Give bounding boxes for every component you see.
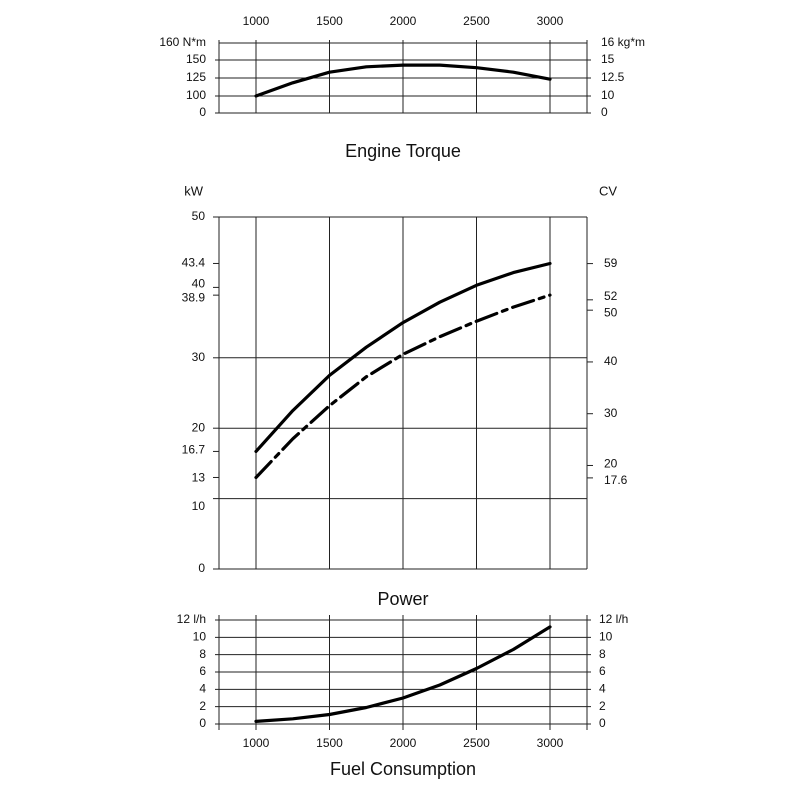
- torque-x-tick-label: 1500: [316, 14, 343, 28]
- power-left-tick-label: 50: [192, 209, 206, 223]
- fuel-left-tick-label: 2: [199, 699, 206, 713]
- torque-left-tick-label: 160 N*m: [159, 35, 206, 49]
- torque-right-tick-label: 10: [601, 88, 615, 102]
- power-left-tick-label: 13: [192, 471, 206, 485]
- power-left-tick-label: 10: [192, 499, 206, 513]
- fuel-right-tick-label: 2: [599, 699, 606, 713]
- torque-x-tick-label: 2500: [463, 14, 490, 28]
- power-right-tick-label: 20: [604, 457, 618, 471]
- power-left-tick-label: 16.7: [182, 443, 206, 457]
- power-left-tick-label: 43.4: [182, 256, 206, 270]
- power-left-unit-label: kW: [184, 183, 204, 198]
- torque-right-tick-label: 16 kg*m: [601, 35, 645, 49]
- fuel-right-tick-label: 10: [599, 630, 613, 644]
- fuel-series-line-0: [254, 625, 552, 724]
- torque-right-tick-label: 15: [601, 52, 615, 66]
- torque-chart-title: Engine Torque: [345, 141, 461, 161]
- torque-right-tick-label: 0: [601, 105, 608, 119]
- torque-x-tick-label: 3000: [537, 14, 564, 28]
- fuel-left-tick-label: 12 l/h: [177, 612, 206, 626]
- power-left-tick-label: 30: [192, 350, 206, 364]
- torque-left-tick-label: 125: [186, 70, 206, 84]
- fuel-left-tick-label: 0: [199, 716, 206, 730]
- power-right-unit-label: CV: [599, 183, 617, 198]
- fuel-left-tick-label: 8: [199, 647, 206, 661]
- power-right-tick-label: 40: [604, 354, 618, 368]
- fuel-x-tick-label: 2500: [463, 736, 490, 750]
- fuel-right-tick-label: 0: [599, 716, 606, 730]
- power-left-tick-label: 40: [192, 277, 206, 291]
- power-right-tick-label: 17.6: [604, 473, 628, 487]
- fuel-chart-title: Fuel Consumption: [330, 759, 476, 779]
- torque-left-tick-label: 150: [186, 52, 206, 66]
- fuel-x-tick-label: 1000: [243, 736, 270, 750]
- power-chart-title: Power: [377, 589, 428, 609]
- fuel-left-tick-label: 6: [199, 664, 206, 678]
- fuel-right-tick-label: 12 l/h: [599, 612, 628, 626]
- torque-series-line-0: [254, 63, 552, 98]
- torque-left-tick-label: 100: [186, 88, 206, 102]
- fuel-x-tick-label: 1500: [316, 736, 343, 750]
- power-series-line-0: [254, 261, 552, 453]
- power-right-tick-label: 30: [604, 406, 618, 420]
- fuel-x-tick-label: 2000: [390, 736, 417, 750]
- torque-x-tick-label: 1000: [243, 14, 270, 28]
- fuel-x-tick-label: 3000: [537, 736, 564, 750]
- power-right-tick-label: 52: [604, 289, 618, 303]
- power-left-tick-label: 0: [198, 561, 205, 575]
- fuel-left-tick-label: 10: [193, 630, 207, 644]
- torque-left-tick-label: 0: [199, 105, 206, 119]
- fuel-left-tick-label: 4: [199, 682, 206, 696]
- fuel-right-tick-label: 4: [599, 682, 606, 696]
- fuel-right-tick-label: 8: [599, 647, 606, 661]
- power-right-tick-label: 59: [604, 256, 618, 270]
- torque-x-tick-label: 2000: [390, 14, 417, 28]
- fuel-right-tick-label: 6: [599, 664, 606, 678]
- power-right-tick-label: 50: [604, 305, 618, 319]
- power-series-line-1: [254, 293, 552, 480]
- power-left-tick-label: 38.9: [182, 290, 206, 304]
- power-left-tick-label: 20: [192, 420, 206, 434]
- torque-right-tick-label: 12.5: [601, 70, 625, 84]
